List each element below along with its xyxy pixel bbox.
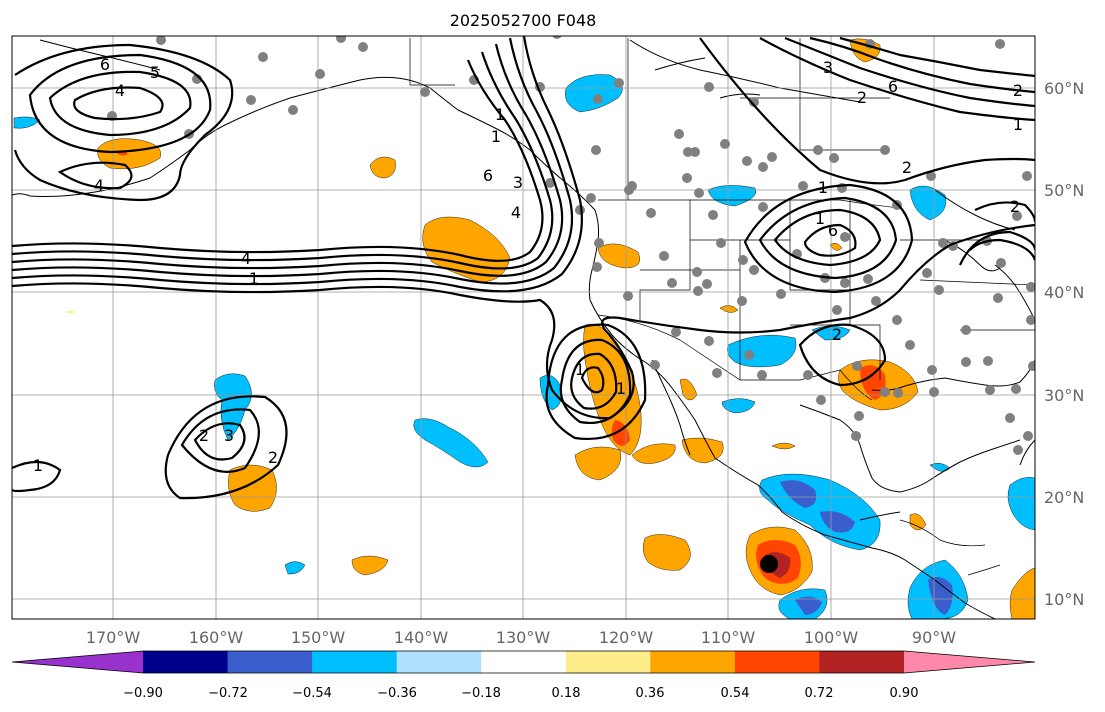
colorbar-tick-label: 0.36: [636, 686, 665, 701]
contour-label: 2: [1013, 81, 1023, 100]
contour-labels: 6 5 4 4 4 1 6 2 3 2 1 1 1 3 6 2 6 2 2 1 …: [33, 55, 1023, 475]
lon-tick-label: 160°W: [189, 628, 244, 647]
colorbar-tick-label: 0.90: [890, 686, 919, 701]
contour-label: 2: [268, 448, 278, 467]
lat-tick-label: 10°N: [1044, 590, 1084, 609]
colorbar-swatch: [312, 651, 398, 673]
contour-label: 1: [33, 456, 43, 475]
contour-label: 1: [815, 209, 825, 228]
longitude-axis: 170°W 160°W 150°W 140°W 130°W 120°W 110°…: [86, 628, 956, 647]
contour-label: 5: [150, 63, 160, 82]
map-panel: 6 5 4 4 4 1 6 2 3 2 1 1 1 3 6 2 6 2 2 1 …: [12, 36, 1035, 619]
contour-label: 6: [888, 77, 898, 96]
shaded-field: [13, 38, 1035, 619]
lat-tick-label: 60°N: [1044, 79, 1084, 98]
coastlines: [12, 39, 1035, 619]
map-frame: [11, 35, 1036, 620]
contour-label: 6: [828, 221, 838, 240]
colorbar-tick-label: 0.54: [721, 686, 750, 701]
station-markers: [107, 36, 1035, 455]
colorbar-swatch: [650, 651, 736, 673]
contour-label: 3: [823, 58, 833, 77]
figure-title: 2025052700 F048: [450, 11, 597, 30]
contour-label: 1: [575, 360, 585, 379]
contour-label: 2: [199, 426, 209, 445]
lon-tick-label: 110°W: [701, 628, 756, 647]
lon-tick-label: 130°W: [496, 628, 551, 647]
lon-tick-label: 140°W: [394, 628, 449, 647]
political-borders: [409, 38, 1035, 576]
colorbar-swatch: [143, 651, 229, 673]
contour-label: 1: [818, 178, 828, 197]
contour-label: 1: [495, 105, 505, 124]
colorbar-extend-min: [12, 651, 143, 673]
lon-tick-label: 150°W: [291, 628, 346, 647]
contour-label: 6: [483, 166, 493, 185]
colorbar-tick-label: 0.18: [552, 686, 581, 701]
contour-label: 1: [491, 127, 501, 146]
contour-label: 2: [1010, 197, 1020, 216]
contour-label: 1: [249, 269, 259, 288]
colorbar-swatch: [227, 651, 313, 673]
contour-label: 3: [224, 426, 234, 445]
colorbar-outline: [11, 650, 1036, 674]
colorbar-swatch: [396, 651, 482, 673]
contour-label: 1: [616, 379, 626, 398]
colorbar-swatch: [734, 651, 820, 673]
contour-label: 4: [115, 81, 125, 100]
colorbar-tick-label: −0.36: [377, 686, 417, 701]
lat-tick-label: 50°N: [1044, 181, 1084, 200]
latitude-axis: 60°N 50°N 40°N 30°N 20°N 10°N: [1044, 79, 1084, 609]
lat-tick-label: 30°N: [1044, 386, 1084, 405]
colorbar-swatch: [819, 651, 905, 673]
lat-tick-label: 40°N: [1044, 283, 1084, 302]
colorbar-tick-label: −0.54: [292, 686, 332, 701]
colorbar: [11, 650, 1036, 674]
colorbar-tick-label: −0.18: [461, 686, 501, 701]
colorbar-tick-label: −0.72: [208, 686, 248, 701]
lon-tick-label: 90°W: [912, 628, 956, 647]
gridlines: [12, 36, 1035, 619]
lon-tick-label: 170°W: [86, 628, 141, 647]
contour-label: 4: [241, 249, 251, 268]
contour-label: 4: [94, 176, 104, 195]
lon-tick-label: 100°W: [804, 628, 859, 647]
contour-label: 2: [832, 325, 842, 344]
contour-label: 1: [1013, 115, 1023, 134]
colorbar-tick-label: −0.90: [123, 686, 163, 701]
contour-label: 2: [902, 158, 912, 177]
colorbar-extend-max: [904, 651, 1035, 673]
contour-label: 6: [100, 55, 110, 74]
colorbar-labels: −0.90 −0.72 −0.54 −0.36 −0.18 0.18 0.36 …: [123, 686, 918, 701]
contour-label: 2: [857, 88, 867, 107]
contour-label: 4: [511, 203, 521, 222]
contour-lines: [12, 36, 1035, 500]
lat-tick-label: 20°N: [1044, 488, 1084, 507]
contour-label: 3: [513, 173, 523, 192]
colorbar-swatch: [565, 651, 651, 673]
lon-tick-label: 120°W: [599, 628, 654, 647]
colorbar-tick-label: 0.72: [805, 686, 834, 701]
colorbar-swatch: [481, 651, 567, 673]
